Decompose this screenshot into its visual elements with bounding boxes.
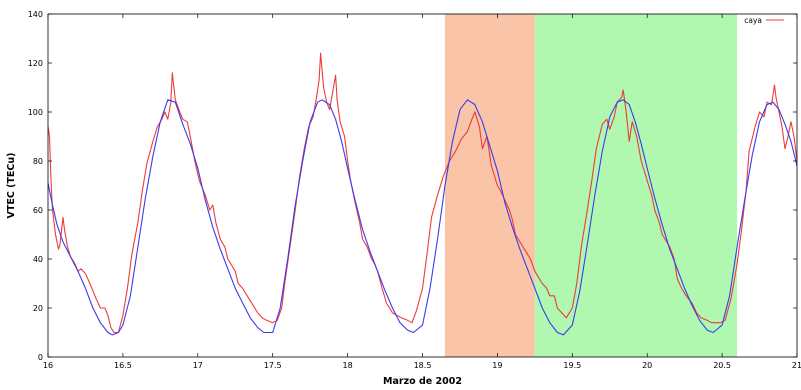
x-tick-label: 17.5 (264, 361, 282, 370)
y-tick-label: 20 (33, 304, 43, 313)
legend: caya (744, 16, 784, 25)
x-axis-ticks: 16 16.5 17 17.5 18 18.5 19 19.5 20 20.5 21 (43, 14, 801, 370)
series-line-2 (47, 99, 798, 336)
shaded-region-2 (534, 14, 738, 357)
y-tick-label: 0 (38, 353, 43, 362)
y-tick-label: 60 (33, 206, 43, 215)
series-lines (47, 52, 798, 336)
shaded-region-1 (444, 14, 535, 357)
y-tick-label: 140 (28, 10, 43, 19)
x-tick-label: 18.5 (414, 361, 432, 370)
legend-label-caya: caya (744, 16, 762, 25)
series-line-caya (47, 52, 798, 334)
x-tick-label: 20 (642, 361, 652, 370)
y-tick-label: 100 (28, 108, 43, 117)
x-tick-label: 19.5 (563, 361, 581, 370)
x-tick-label: 19 (492, 361, 502, 370)
y-tick-label: 80 (33, 157, 43, 166)
y-tick-label: 120 (28, 59, 43, 68)
y-axis-ticks: 0 20 40 60 80 100 120 140 (28, 10, 797, 362)
x-tick-label: 21 (792, 361, 801, 370)
x-tick-label: 17 (193, 361, 203, 370)
y-tick-label: 40 (33, 255, 43, 264)
shaded-regions (444, 14, 738, 357)
x-tick-label: 18 (343, 361, 353, 370)
y-axis-label: VTEC (TECu) (6, 153, 17, 219)
x-tick-label: 16 (43, 361, 53, 370)
x-tick-label: 20.5 (713, 361, 731, 370)
x-tick-label: 16.5 (114, 361, 132, 370)
x-axis-label: Marzo de 2002 (383, 376, 462, 387)
